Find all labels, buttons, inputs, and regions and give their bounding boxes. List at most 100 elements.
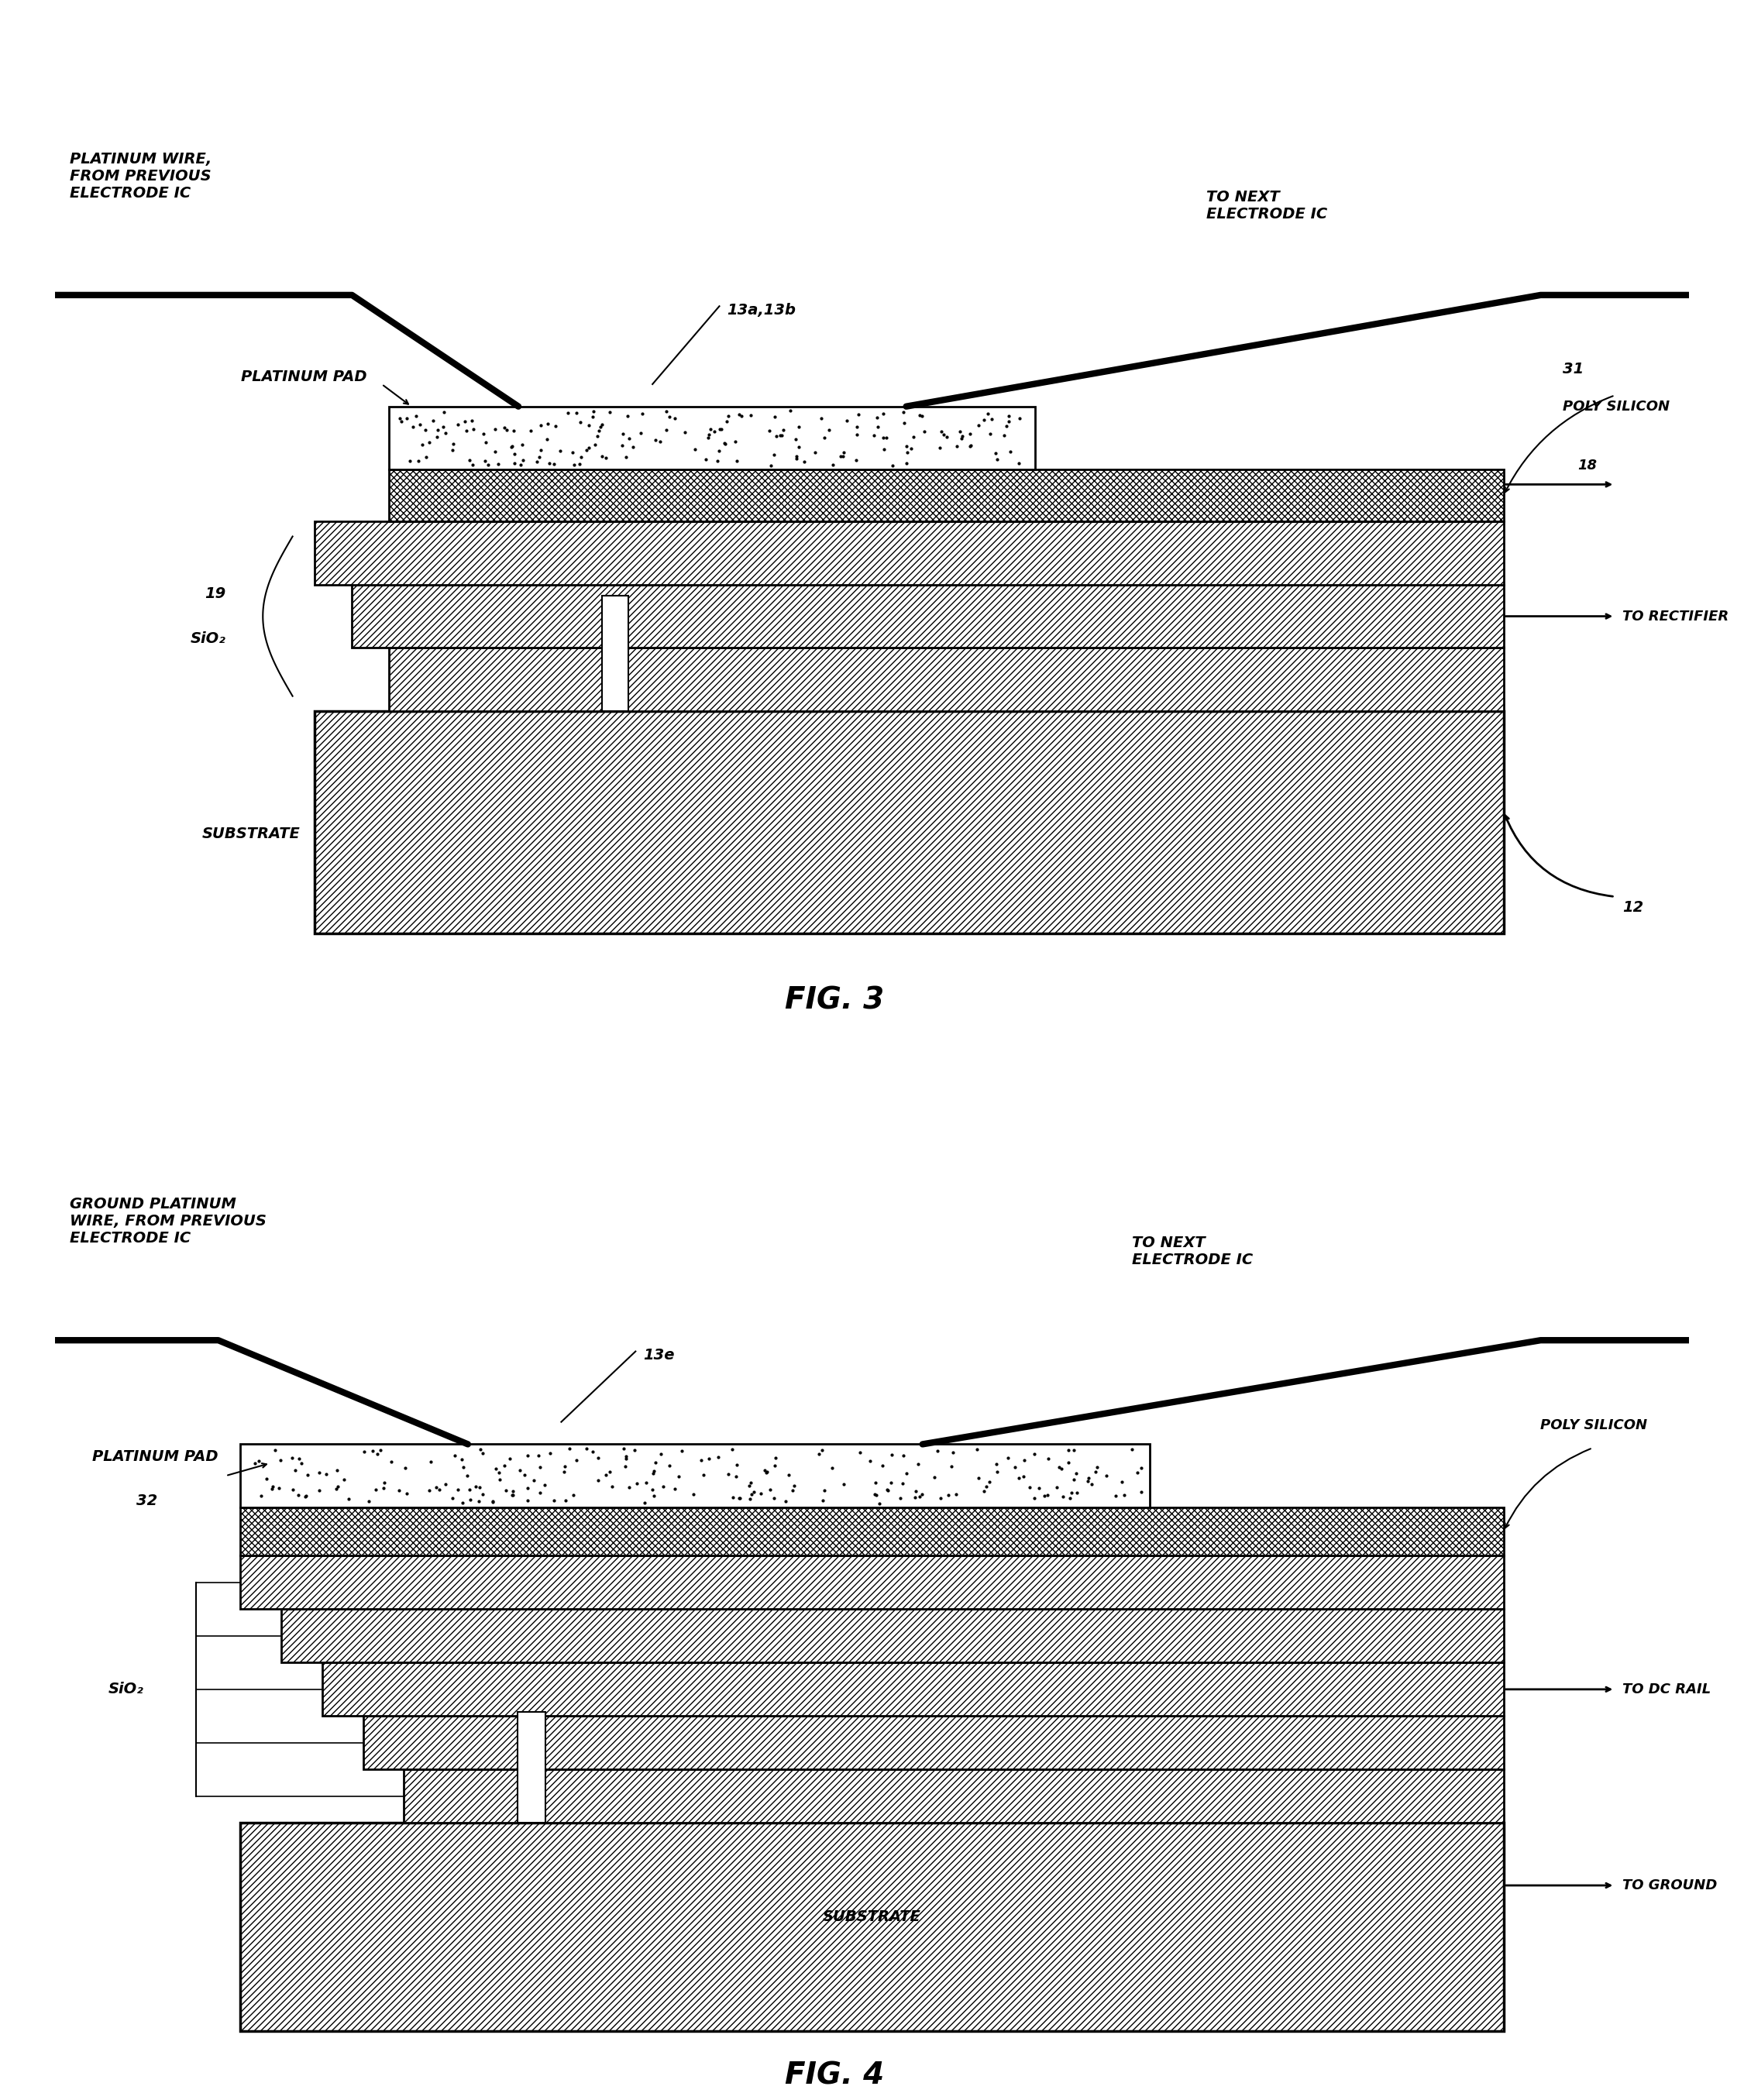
Point <box>668 1434 696 1468</box>
Point <box>258 1470 286 1504</box>
Point <box>286 1441 314 1474</box>
Point <box>417 1445 445 1478</box>
Point <box>392 1476 420 1510</box>
Point <box>262 1432 290 1466</box>
Point <box>862 1478 889 1512</box>
Point <box>762 1441 790 1474</box>
Point <box>453 1459 481 1493</box>
Point <box>893 437 921 470</box>
Point <box>523 445 551 479</box>
Point <box>481 1451 509 1485</box>
Point <box>513 1472 541 1506</box>
Bar <box>316 712 1503 934</box>
Point <box>889 1466 917 1499</box>
Point <box>596 395 624 428</box>
Point <box>870 433 898 466</box>
Bar <box>389 647 1503 712</box>
Point <box>905 399 933 433</box>
Point <box>555 397 582 430</box>
Point <box>485 1464 513 1497</box>
Point <box>902 1474 930 1508</box>
Bar <box>281 1609 1503 1663</box>
Point <box>429 410 457 443</box>
Point <box>455 1472 483 1506</box>
Point <box>1015 1470 1043 1504</box>
Point <box>656 399 684 433</box>
Bar <box>389 407 1036 470</box>
Point <box>842 418 870 452</box>
Point <box>713 405 741 439</box>
Point <box>712 426 739 460</box>
Point <box>490 410 518 443</box>
Point <box>415 426 443 460</box>
Point <box>412 441 439 475</box>
Point <box>591 441 619 475</box>
Text: TO NEXT
ELECTRODE IC: TO NEXT ELECTRODE IC <box>1132 1235 1252 1266</box>
Point <box>514 1483 542 1516</box>
Point <box>872 422 900 456</box>
Point <box>870 397 898 430</box>
Point <box>638 1472 666 1506</box>
Point <box>399 410 427 443</box>
Text: 19: 19 <box>204 586 225 601</box>
Point <box>495 1443 523 1476</box>
Point <box>469 1476 497 1510</box>
Point <box>406 407 434 441</box>
Point <box>359 1434 387 1468</box>
Point <box>281 1453 309 1487</box>
Point <box>1060 1464 1088 1497</box>
Point <box>542 410 570 443</box>
Point <box>860 418 888 452</box>
Point <box>696 418 724 452</box>
Point <box>726 1480 753 1514</box>
Point <box>984 1455 1012 1489</box>
Point <box>996 399 1024 433</box>
Point <box>926 430 954 464</box>
Point <box>481 412 509 445</box>
Point <box>760 1480 788 1514</box>
Text: 13e: 13e <box>644 1348 675 1363</box>
Point <box>842 443 870 477</box>
Point <box>736 1483 764 1516</box>
Point <box>760 1449 788 1483</box>
Text: 12: 12 <box>1622 901 1643 916</box>
Point <box>588 439 616 473</box>
Point <box>963 1432 991 1466</box>
Point <box>506 447 534 481</box>
Point <box>464 1485 492 1518</box>
Point <box>481 435 509 468</box>
Point <box>726 1483 753 1516</box>
Point <box>563 397 591 430</box>
Point <box>933 420 961 454</box>
Point <box>490 1449 518 1483</box>
Point <box>928 416 956 449</box>
Point <box>844 397 872 430</box>
Point <box>874 1472 902 1506</box>
Point <box>877 1439 905 1472</box>
Point <box>497 1478 525 1512</box>
Point <box>910 416 938 449</box>
Point <box>944 428 971 462</box>
Point <box>555 1432 582 1466</box>
Point <box>584 420 612 454</box>
Point <box>903 1447 931 1480</box>
Point <box>694 422 722 456</box>
Point <box>439 426 467 460</box>
Point <box>610 1432 638 1466</box>
Point <box>598 1470 626 1504</box>
Point <box>720 424 748 458</box>
Point <box>576 430 603 464</box>
Point <box>474 447 502 481</box>
Point <box>626 416 654 449</box>
Point <box>499 1478 527 1512</box>
Point <box>551 1449 579 1483</box>
Point <box>497 430 525 464</box>
Point <box>1118 1432 1146 1466</box>
Point <box>279 1441 307 1474</box>
Point <box>705 1441 732 1474</box>
Point <box>724 445 752 479</box>
Point <box>541 1485 569 1518</box>
Point <box>994 405 1022 439</box>
Point <box>584 1464 612 1497</box>
Point <box>766 418 794 452</box>
